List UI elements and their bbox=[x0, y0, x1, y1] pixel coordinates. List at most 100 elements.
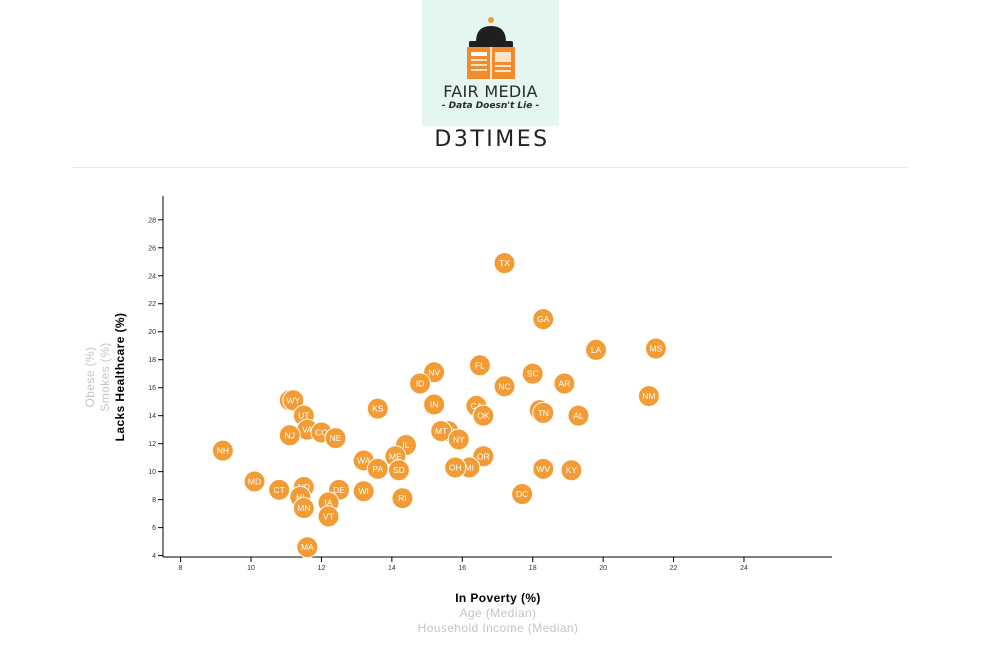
state-marker[interactable] bbox=[644, 337, 667, 360]
state-marker[interactable] bbox=[472, 404, 495, 427]
state-point-ky[interactable]: KY bbox=[560, 459, 583, 482]
state-marker[interactable] bbox=[493, 375, 516, 398]
y-tick: 4 bbox=[152, 553, 163, 560]
state-marker[interactable] bbox=[211, 439, 234, 462]
state-marker[interactable] bbox=[292, 497, 315, 520]
state-point-ok[interactable]: OK bbox=[472, 404, 495, 427]
state-point-ma[interactable]: MA bbox=[296, 536, 319, 559]
state-marker[interactable] bbox=[282, 389, 305, 412]
state-point-nj[interactable]: NJ bbox=[278, 424, 301, 447]
state-abbr-label: AL bbox=[573, 411, 584, 421]
state-marker[interactable] bbox=[317, 505, 340, 528]
state-marker[interactable] bbox=[493, 252, 516, 275]
state-marker[interactable] bbox=[560, 459, 583, 482]
state-point-ri[interactable]: RI bbox=[391, 487, 414, 510]
state-marker[interactable] bbox=[532, 308, 555, 331]
y-tick: 8 bbox=[152, 497, 163, 504]
state-marker[interactable] bbox=[366, 397, 389, 420]
y-tick: 26 bbox=[148, 245, 163, 252]
state-marker[interactable] bbox=[553, 372, 576, 395]
state-abbr-label: NJ bbox=[285, 430, 295, 440]
state-point-nm[interactable]: NM bbox=[637, 385, 660, 408]
state-marker[interactable] bbox=[511, 483, 534, 506]
state-abbr-label: VA bbox=[302, 425, 313, 435]
state-point-nh[interactable]: NH bbox=[211, 439, 234, 462]
state-point-dc[interactable]: DC bbox=[511, 483, 534, 506]
state-marker[interactable] bbox=[352, 480, 375, 503]
state-abbr-label: OH bbox=[449, 462, 462, 472]
state-point-ny[interactable]: NY bbox=[447, 428, 470, 451]
state-point-tx[interactable]: TX bbox=[493, 252, 516, 275]
state-marker[interactable] bbox=[387, 459, 410, 482]
state-abbr-label: MI bbox=[465, 462, 474, 472]
state-abbr-label: CA bbox=[470, 401, 482, 411]
state-point-ne[interactable]: NE bbox=[324, 427, 347, 450]
x-axis-label-age[interactable]: Age (Median) bbox=[460, 606, 537, 620]
state-point-sd[interactable]: SD bbox=[387, 459, 410, 482]
state-point-fl[interactable]: FL bbox=[468, 354, 491, 377]
state-point-sc[interactable]: SC bbox=[521, 362, 544, 385]
state-marker[interactable] bbox=[585, 338, 608, 361]
state-point-la[interactable]: LA bbox=[585, 338, 608, 361]
state-abbr-label: MS bbox=[650, 344, 663, 354]
state-abbr-label: WI bbox=[359, 486, 369, 496]
x-tick: 18 bbox=[529, 557, 537, 572]
state-marker[interactable] bbox=[268, 478, 291, 501]
state-point-md[interactable]: MD bbox=[243, 470, 266, 493]
x-tick-label: 20 bbox=[599, 565, 607, 572]
state-marker[interactable] bbox=[468, 354, 491, 377]
state-abbr-label: ID bbox=[416, 378, 425, 388]
state-abbr-label: MD bbox=[248, 476, 261, 486]
state-marker[interactable] bbox=[243, 470, 266, 493]
state-point-tn[interactable]: TN bbox=[532, 401, 555, 424]
x-tick: 20 bbox=[599, 557, 607, 572]
x-axis-label-income[interactable]: Household Income (Median) bbox=[418, 621, 579, 635]
y-tick-label: 22 bbox=[148, 301, 156, 308]
state-point-wi[interactable]: WI bbox=[352, 480, 375, 503]
state-point-wv[interactable]: WV bbox=[532, 457, 555, 480]
y-axis-label-healthcare[interactable]: Lacks Healthcare (%) bbox=[113, 313, 127, 442]
state-point-pa[interactable]: PA bbox=[366, 457, 389, 480]
state-point-wy[interactable]: WY bbox=[282, 389, 305, 412]
state-marker[interactable] bbox=[409, 372, 432, 395]
y-tick-label: 18 bbox=[148, 357, 156, 364]
state-point-id[interactable]: ID bbox=[409, 372, 432, 395]
state-marker[interactable] bbox=[296, 536, 319, 559]
state-marker[interactable] bbox=[278, 424, 301, 447]
state-point-ms[interactable]: MS bbox=[644, 337, 667, 360]
x-axis-label-poverty[interactable]: In Poverty (%) bbox=[455, 591, 541, 605]
state-point-oh[interactable]: OH bbox=[444, 456, 467, 479]
state-point-ks[interactable]: KS bbox=[366, 397, 389, 420]
state-point-ct[interactable]: CT bbox=[268, 478, 291, 501]
page-title: D3TIMES bbox=[434, 127, 550, 152]
y-axis-label-obese[interactable]: Obese (%) bbox=[83, 347, 97, 408]
y-tick: 18 bbox=[148, 357, 163, 364]
state-marker[interactable] bbox=[532, 401, 555, 424]
state-marker[interactable] bbox=[423, 393, 446, 416]
state-abbr-label: NY bbox=[453, 434, 465, 444]
state-abbr-label: NC bbox=[498, 381, 510, 391]
state-marker[interactable] bbox=[637, 385, 660, 408]
state-point-mn[interactable]: MN bbox=[292, 497, 315, 520]
state-point-ga[interactable]: GA bbox=[532, 308, 555, 331]
state-point-vt[interactable]: VT bbox=[317, 505, 340, 528]
x-axis: 8 10 12 14 16 18 20 22 24 bbox=[163, 556, 832, 572]
state-marker[interactable] bbox=[391, 487, 414, 510]
state-point-ar[interactable]: AR bbox=[553, 372, 576, 395]
state-marker[interactable] bbox=[532, 457, 555, 480]
state-marker[interactable] bbox=[521, 362, 544, 385]
y-tick-label: 24 bbox=[148, 273, 156, 280]
state-marker[interactable] bbox=[567, 404, 590, 427]
state-abbr-label: NM bbox=[642, 391, 655, 401]
state-point-in[interactable]: IN bbox=[423, 393, 446, 416]
state-marker[interactable] bbox=[444, 456, 467, 479]
y-axis-label-smokes[interactable]: Smokes (%) bbox=[98, 342, 112, 411]
y-tick: 22 bbox=[148, 301, 163, 308]
state-marker[interactable] bbox=[447, 428, 470, 451]
state-abbr-label: LA bbox=[591, 345, 602, 355]
state-point-nc[interactable]: NC bbox=[493, 375, 516, 398]
x-tick-label: 8 bbox=[179, 565, 183, 572]
state-point-al[interactable]: AL bbox=[567, 404, 590, 427]
state-marker[interactable] bbox=[324, 427, 347, 450]
